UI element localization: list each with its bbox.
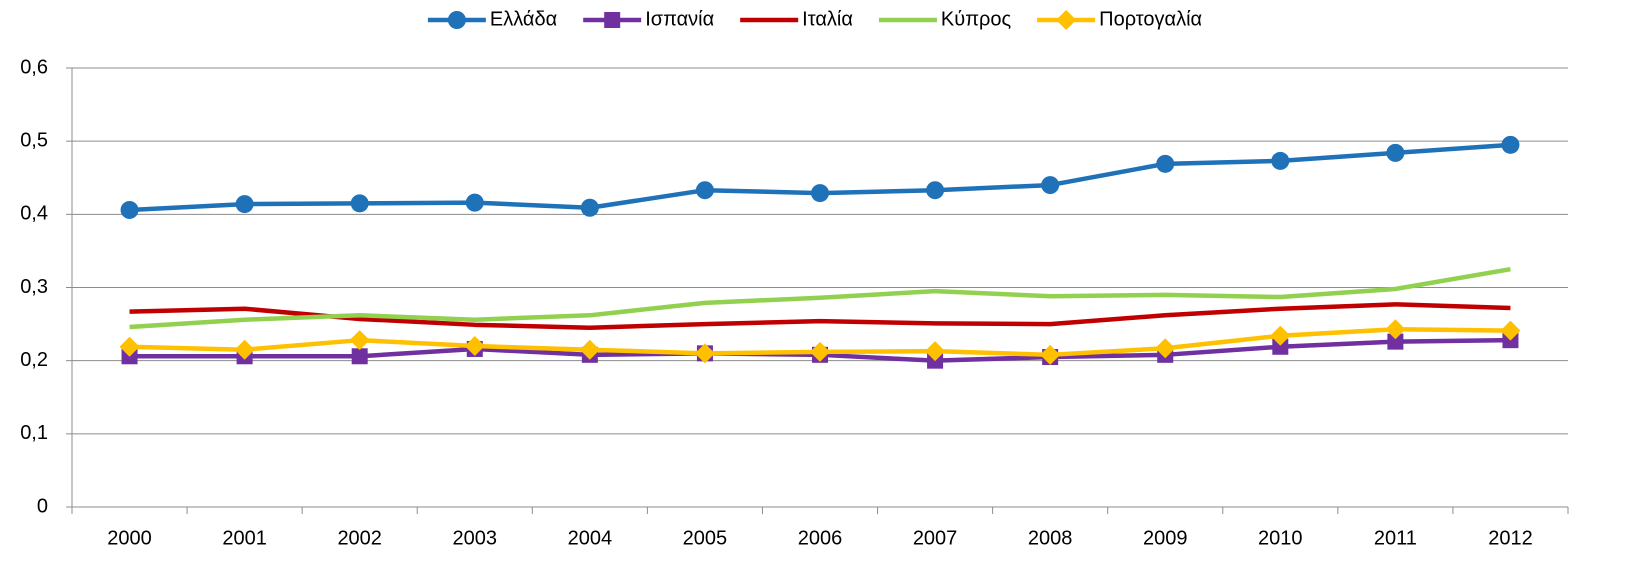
point (1500, 320, 1521, 341)
point (350, 194, 369, 213)
point (234, 339, 255, 360)
x-tick-label: 2002 (337, 527, 382, 549)
x-tick-label: 2005 (683, 527, 728, 549)
x-tick-label: 2011 (1374, 527, 1417, 549)
point (119, 336, 140, 357)
legend-label: Ισπανία (645, 8, 714, 30)
y-tick-label: 0,1 (20, 422, 48, 444)
y-tick-label: 0 (37, 495, 48, 517)
x-tick-label: 2008 (1028, 527, 1073, 549)
legend-item: Ιταλία (740, 8, 853, 30)
point (810, 341, 830, 362)
point (1156, 154, 1175, 173)
point (579, 339, 600, 360)
legend-item: Κύπρος (878, 8, 1012, 30)
point (235, 195, 254, 214)
legend-label: Κύπρος (941, 8, 1012, 30)
legend-item: Ισπανία (583, 8, 714, 30)
point (580, 198, 599, 217)
y-tick-label: 0,3 (20, 276, 48, 298)
x-tick-label: 2009 (1143, 527, 1188, 549)
series-line (129, 266, 1511, 330)
point (1056, 10, 1077, 30)
legend-item: Πορτογαλία (1037, 8, 1202, 30)
point (604, 12, 621, 28)
point (1040, 344, 1061, 365)
point (1271, 151, 1290, 170)
point (1155, 338, 1176, 359)
point (464, 336, 485, 357)
x-tick-label: 2004 (568, 527, 613, 549)
x-tick-label: 2001 (222, 527, 267, 549)
point (926, 181, 945, 200)
point (351, 348, 368, 365)
point (465, 193, 484, 212)
point (695, 181, 714, 200)
y-tick-label: 0,2 (20, 349, 48, 371)
legend: Ελλάδα Ισπανία Ιταλία Κύπρος Πορτογαλία (427, 8, 1202, 30)
point (1272, 338, 1289, 355)
point (811, 184, 829, 203)
series-line (129, 302, 1511, 330)
x-tick-label: 2010 (1258, 527, 1303, 549)
x-tick-label: 2012 (1488, 527, 1533, 549)
point (694, 343, 715, 364)
y-tick-label: 0,5 (20, 129, 48, 151)
y-tick-label: 0,4 (20, 203, 48, 225)
point (1387, 333, 1404, 350)
point (1501, 135, 1520, 154)
legend-label: Ιταλία (802, 8, 853, 30)
point (120, 200, 139, 219)
legend-label: Ελλάδα (490, 8, 557, 30)
x-tick-label: 2000 (107, 527, 152, 549)
point (1270, 325, 1291, 346)
legend-label: Πορτογαλία (1099, 8, 1202, 30)
point (349, 330, 370, 351)
point (447, 11, 466, 29)
y-tick-label: 0,6 (20, 56, 48, 78)
x-tick-label: 2003 (453, 527, 498, 549)
point (1386, 143, 1405, 162)
point (1041, 176, 1060, 195)
legend-item: Ελλάδα (427, 8, 557, 30)
x-tick-label: 2007 (913, 527, 958, 549)
point (1385, 319, 1406, 340)
point (925, 341, 946, 362)
x-tick-label: 2006 (798, 527, 843, 549)
